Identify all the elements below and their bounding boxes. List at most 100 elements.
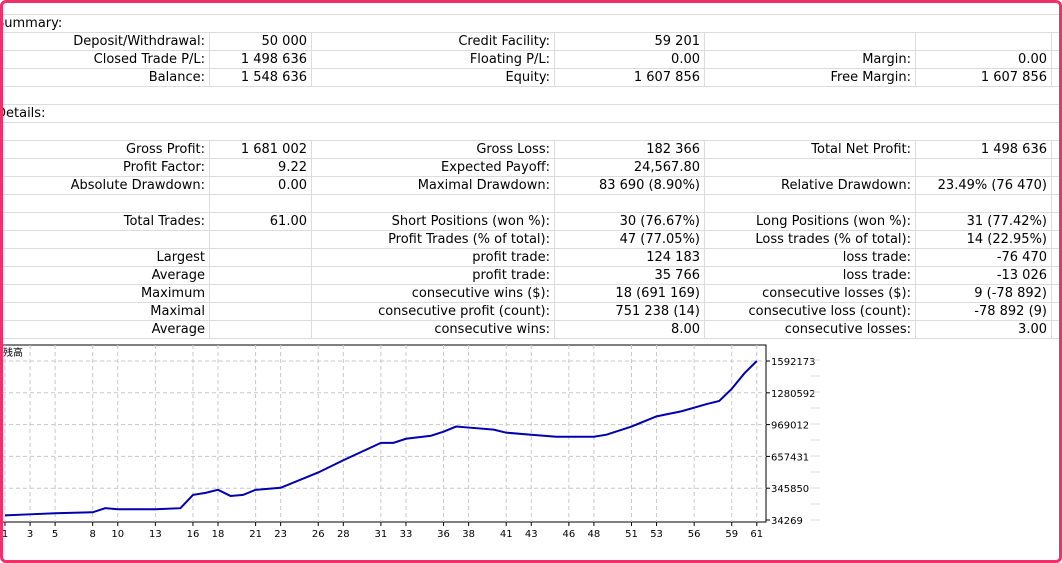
summary-header-title: Summary:: [0, 16, 63, 31]
value-cell[interactable]: [210, 231, 312, 249]
label-cell[interactable]: profit trade:: [312, 249, 555, 267]
x-tick-label: 3: [27, 529, 33, 540]
value-cell[interactable]: 0.00: [916, 51, 1052, 69]
label-cell[interactable]: Absolute Drawdown:: [0, 177, 210, 195]
label-cell[interactable]: Average: [0, 321, 210, 339]
table-row: Average consecutive wins: 8.00 consecutive …: [0, 321, 1060, 339]
value-cell[interactable]: -13 026: [916, 267, 1052, 285]
value-cell[interactable]: 1 607 856: [916, 69, 1052, 87]
value-cell[interactable]: [916, 159, 1052, 177]
label-cell[interactable]: Profit Factor:: [0, 159, 210, 177]
label-cell[interactable]: Margin:: [705, 51, 916, 69]
label-cell[interactable]: Floating P/L:: [312, 51, 555, 69]
label-cell[interactable]: Loss trades (% of total):: [705, 231, 916, 249]
value-cell[interactable]: 1 498 636: [210, 51, 312, 69]
label-cell[interactable]: consecutive losses ($):: [705, 285, 916, 303]
value-cell[interactable]: 14 (22.95%): [916, 231, 1052, 249]
value-cell[interactable]: [916, 33, 1052, 51]
label-cell[interactable]: Maximal: [0, 303, 210, 321]
label-cell[interactable]: Free Margin:: [705, 69, 916, 87]
value-cell[interactable]: [916, 195, 1052, 213]
value-cell[interactable]: -76 470: [916, 249, 1052, 267]
label-cell[interactable]: consecutive wins:: [312, 321, 555, 339]
label-cell[interactable]: Gross Loss:: [312, 141, 555, 159]
x-tick-label: 8: [90, 529, 96, 540]
label-cell[interactable]: Deposit/Withdrawal:: [0, 33, 210, 51]
x-tick-label: 53: [650, 529, 663, 540]
label-cell[interactable]: [705, 33, 916, 51]
value-cell[interactable]: 18 (691 169): [555, 285, 705, 303]
x-tick-label: 51: [625, 529, 638, 540]
value-cell[interactable]: 1 498 636: [916, 141, 1052, 159]
label-cell[interactable]: [312, 195, 555, 213]
value-cell[interactable]: 9 (-78 892): [916, 285, 1052, 303]
y-tick-label: 657431: [771, 452, 809, 463]
label-cell[interactable]: Total Trades:: [0, 213, 210, 231]
label-cell[interactable]: [705, 195, 916, 213]
label-cell[interactable]: Gross Profit:: [0, 141, 210, 159]
value-cell[interactable]: [210, 321, 312, 339]
y-tick-label: 34269: [771, 516, 803, 527]
value-cell[interactable]: 1 607 856: [555, 69, 705, 87]
label-cell[interactable]: Total Net Profit:: [705, 141, 916, 159]
label-cell[interactable]: consecutive profit (count):: [312, 303, 555, 321]
label-cell[interactable]: Short Positions (won %):: [312, 213, 555, 231]
value-cell[interactable]: 751 238 (14): [555, 303, 705, 321]
value-cell[interactable]: 0.00: [210, 177, 312, 195]
value-cell[interactable]: 23.49% (76 470): [916, 177, 1052, 195]
value-cell[interactable]: 30 (76.67%): [555, 213, 705, 231]
value-cell[interactable]: 59 201: [555, 33, 705, 51]
table-row: Deposit/Withdrawal: 50 000 Credit Facility…: [0, 33, 1060, 51]
label-cell[interactable]: consecutive loss (count):: [705, 303, 916, 321]
label-cell[interactable]: consecutive wins ($):: [312, 285, 555, 303]
value-cell[interactable]: 1 681 002: [210, 141, 312, 159]
value-cell[interactable]: [210, 285, 312, 303]
value-cell[interactable]: [210, 195, 312, 213]
table-row: Total Trades: 61.00 Short Positions (won %…: [0, 213, 1060, 231]
label-cell[interactable]: loss trade:: [705, 267, 916, 285]
value-cell[interactable]: [210, 267, 312, 285]
label-cell[interactable]: Balance:: [0, 69, 210, 87]
value-cell[interactable]: -78 892 (9): [916, 303, 1052, 321]
label-cell[interactable]: [0, 195, 210, 213]
label-cell[interactable]: [705, 159, 916, 177]
value-cell[interactable]: 8.00: [555, 321, 705, 339]
value-cell[interactable]: 35 766: [555, 267, 705, 285]
table-row: Closed Trade P/L: 1 498 636 Floating P/L: 0…: [0, 51, 1060, 69]
x-tick-label: 28: [337, 529, 350, 540]
label-cell[interactable]: Largest: [0, 249, 210, 267]
label-cell[interactable]: Maximal Drawdown:: [312, 177, 555, 195]
label-cell[interactable]: consecutive losses:: [705, 321, 916, 339]
value-cell[interactable]: 83 690 (8.90%): [555, 177, 705, 195]
value-cell[interactable]: [210, 303, 312, 321]
label-cell[interactable]: profit trade:: [312, 267, 555, 285]
label-cell[interactable]: Long Positions (won %):: [705, 213, 916, 231]
value-cell[interactable]: [210, 249, 312, 267]
value-cell[interactable]: 50 000: [210, 33, 312, 51]
value-cell[interactable]: 47 (77.05%): [555, 231, 705, 249]
label-cell[interactable]: Maximum: [0, 285, 210, 303]
label-cell[interactable]: Equity:: [312, 69, 555, 87]
label-cell[interactable]: [0, 231, 210, 249]
value-cell[interactable]: 124 183: [555, 249, 705, 267]
value-cell[interactable]: 0.00: [555, 51, 705, 69]
value-cell[interactable]: 3.00: [916, 321, 1052, 339]
value-cell[interactable]: 61.00: [210, 213, 312, 231]
value-cell[interactable]: 1 548 636: [210, 69, 312, 87]
label-cell[interactable]: loss trade:: [705, 249, 916, 267]
label-cell[interactable]: Expected Payoff:: [312, 159, 555, 177]
label-cell[interactable]: Credit Facility:: [312, 33, 555, 51]
y-tick-label: 969012: [771, 421, 809, 432]
value-cell[interactable]: 31 (77.42%): [916, 213, 1052, 231]
value-cell[interactable]: 24,567.80: [555, 159, 705, 177]
value-cell[interactable]: [555, 195, 705, 213]
chart-title: 残高: [3, 346, 23, 359]
x-tick-label: 21: [249, 529, 262, 540]
label-cell[interactable]: Relative Drawdown:: [705, 177, 916, 195]
label-cell[interactable]: Profit Trades (% of total):: [312, 231, 555, 249]
value-cell[interactable]: 9.22: [210, 159, 312, 177]
value-cell[interactable]: 182 366: [555, 141, 705, 159]
label-cell[interactable]: Average: [0, 267, 210, 285]
y-tick-label: 345850: [771, 484, 809, 495]
label-cell[interactable]: Closed Trade P/L:: [0, 51, 210, 69]
